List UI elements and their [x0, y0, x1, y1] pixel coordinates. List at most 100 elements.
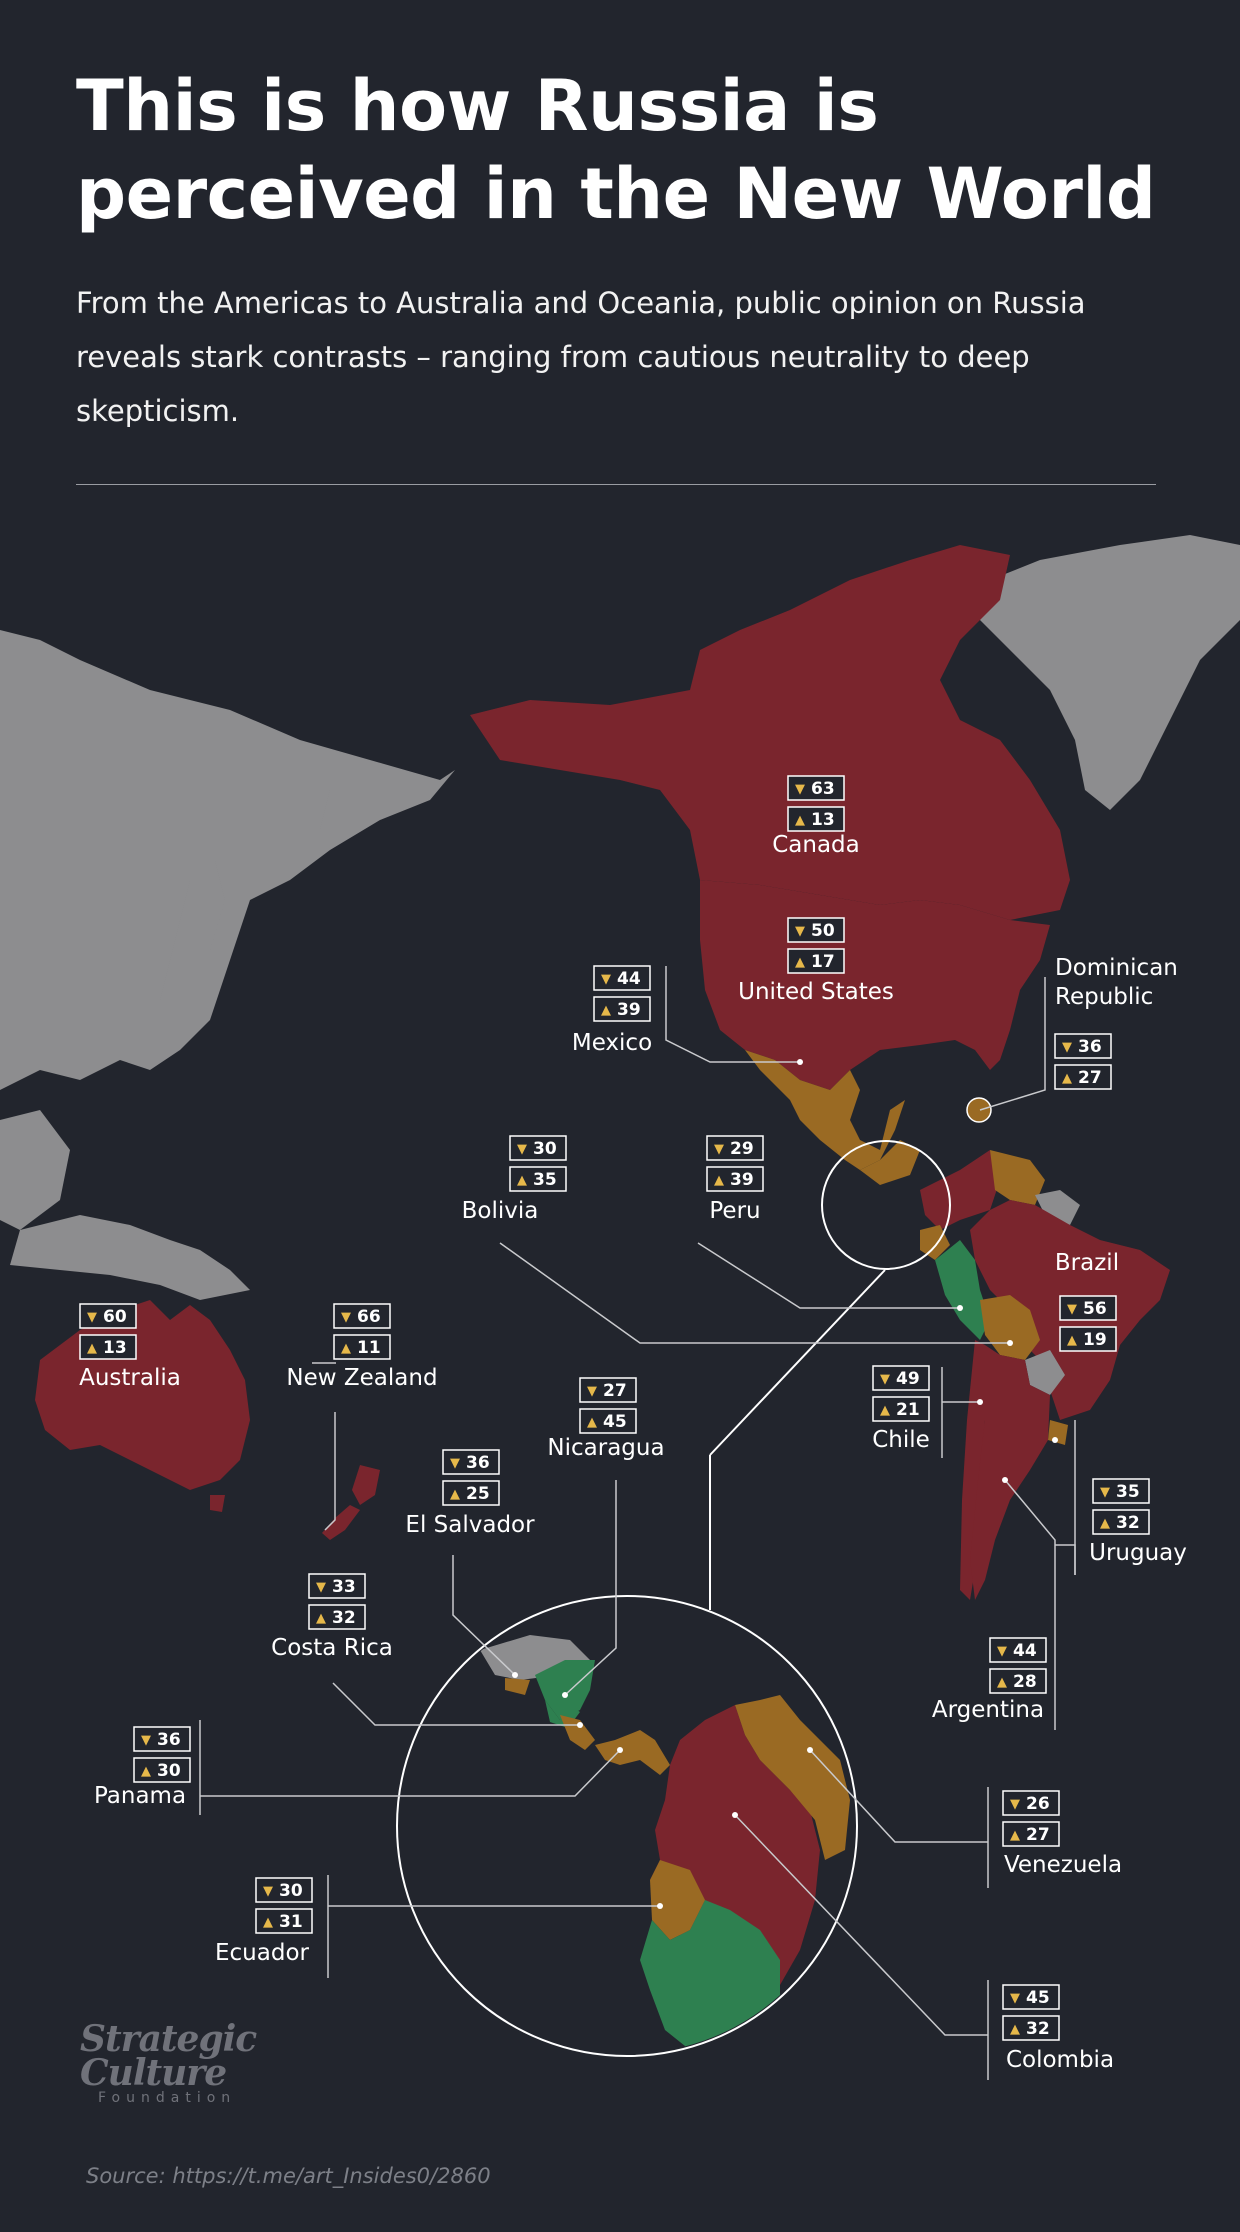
- logo-line-2: Culture: [80, 2052, 227, 2094]
- thumbs-up-icon: ▲: [1010, 2022, 1020, 2037]
- thumbs-down-icon: ▼: [341, 1310, 351, 1325]
- thumbs-up-icon: ▲: [1062, 1071, 1072, 1086]
- thumbs-down-icon: ▼: [1010, 1991, 1020, 2006]
- mexico-negative-value: 44: [617, 969, 641, 989]
- guianas-landmass-small: [1035, 1190, 1080, 1225]
- bolivia-negative-badge: ▼ 30: [509, 1135, 567, 1161]
- new-zealand-south-landmass: [322, 1505, 360, 1540]
- new-zealand-negative-value: 66: [357, 1307, 381, 1327]
- thumbs-up-icon: ▲: [795, 813, 805, 828]
- costa-rica-label: Costa Rica: [271, 1635, 393, 1661]
- subtitle: From the Americas to Australia and Ocean…: [76, 286, 1086, 428]
- chile-landmass: [960, 1340, 985, 1600]
- brazil-label: Brazil: [1055, 1250, 1119, 1276]
- nicaragua-label: Nicaragua: [547, 1435, 664, 1461]
- australia-negative-value: 60: [103, 1307, 127, 1327]
- country-callout-brazil: ▼ 56 ▲ 19 Brazil: [1055, 1250, 1119, 1352]
- ecuador-negative-badge: ▼ 30: [255, 1877, 313, 1903]
- thumbs-down-icon: ▼: [450, 1456, 460, 1471]
- canada-negative-value: 63: [811, 779, 835, 799]
- new-zealand-positive-badge: ▲ 11: [333, 1334, 391, 1360]
- thumbs-down-icon: ▼: [795, 924, 805, 939]
- mexico-landmass: [745, 1050, 905, 1170]
- canada-positive-value: 13: [811, 810, 835, 830]
- country-callout-new-zealand: ▼ 66 ▲ 11 New Zealand: [286, 1303, 438, 1391]
- paraguay-landmass-small: [1025, 1350, 1065, 1395]
- ecuador-negative-value: 30: [279, 1881, 303, 1901]
- el-salvador-negative-value: 36: [466, 1453, 490, 1473]
- indonesia-landmass: [10, 1215, 250, 1300]
- thumbs-up-icon: ▲: [87, 1341, 97, 1356]
- panama-negative-badge: ▼ 36: [133, 1726, 191, 1752]
- brazil-negative-badge: ▼ 56: [1059, 1295, 1117, 1321]
- kamchatka-landmass: [285, 765, 330, 860]
- australia-landmass: [35, 1300, 250, 1490]
- colombia-positive-badge: ▲ 32: [1002, 2015, 1060, 2041]
- logo-line-3: Foundation: [98, 2090, 237, 2106]
- costa-rica-positive-value: 32: [332, 1608, 356, 1628]
- country-callout-colombia: ▼ 45 ▲ 32 Colombia: [1002, 1984, 1114, 2073]
- nicaragua-positive-badge: ▲ 45: [579, 1408, 637, 1434]
- uruguay-label: Uruguay: [1089, 1540, 1187, 1566]
- united-states-positive-value: 17: [811, 952, 835, 972]
- thumbs-up-icon: ▲: [263, 1915, 273, 1930]
- thumbs-up-icon: ▲: [997, 1675, 1007, 1690]
- bolivia-label: Bolivia: [462, 1198, 539, 1224]
- country-callout-venezuela: ▼ 26 ▲ 27 Venezuela: [1002, 1790, 1122, 1878]
- thumbs-down-icon: ▼: [880, 1372, 890, 1387]
- australia-label: Australia: [79, 1365, 181, 1391]
- new-zealand-label: New Zealand: [286, 1365, 437, 1391]
- thumbs-up-icon: ▲: [1010, 1828, 1020, 1843]
- dominican-republic-negative-value: 36: [1078, 1037, 1102, 1057]
- peru-landmass-small: [935, 1240, 990, 1340]
- colombia-label: Colombia: [1006, 2047, 1114, 2073]
- bolivia-positive-badge: ▲ 35: [509, 1166, 567, 1192]
- title-line-1: This is how Russia is: [76, 65, 879, 147]
- panama-positive-badge: ▲ 30: [133, 1757, 191, 1783]
- thumbs-up-icon: ▲: [714, 1173, 724, 1188]
- new-zealand-positive-value: 11: [357, 1338, 381, 1358]
- venezuela-negative-badge: ▼ 26: [1002, 1790, 1060, 1816]
- colombia-negative-badge: ▼ 45: [1002, 1984, 1060, 2010]
- japan-landmass: [160, 860, 225, 1000]
- uruguay-positive-badge: ▲ 32: [1092, 1509, 1150, 1535]
- thumbs-down-icon: ▼: [1100, 1485, 1110, 1500]
- australia-positive-badge: ▲ 13: [79, 1334, 137, 1360]
- thumbs-down-icon: ▼: [316, 1580, 326, 1595]
- logo-line-1: Strategic: [80, 2018, 257, 2060]
- mexico-positive-badge: ▲ 39: [593, 996, 651, 1022]
- el-salvador-positive-value: 25: [466, 1484, 490, 1504]
- country-callout-united-states: ▼ 50 ▲ 17 United States: [738, 917, 894, 1005]
- country-callout-costa-rica: ▼ 33 ▲ 32 Costa Rica: [271, 1573, 393, 1661]
- thumbs-up-icon: ▲: [141, 1764, 151, 1779]
- country-callout-el-salvador: ▼ 36 ▲ 25 El Salvador: [405, 1449, 535, 1538]
- greenland-landmass: [980, 535, 1240, 810]
- thumbs-down-icon: ▼: [1062, 1040, 1072, 1055]
- canada-landmass: [470, 545, 1070, 920]
- southeast-asia-landmass: [0, 1110, 70, 1230]
- leader-lines: [199, 966, 1076, 2080]
- zoom-circle-dominican: [966, 1097, 992, 1123]
- argentina-negative-badge: ▼ 44: [989, 1637, 1047, 1663]
- country-callout-ecuador: ▼ 30 ▲ 31 Ecuador: [215, 1877, 313, 1966]
- landmasses: [0, 535, 1240, 1600]
- country-callout-mexico: ▼ 44 ▲ 39 Mexico: [572, 965, 652, 1056]
- zoom-circle-small: [821, 1140, 951, 1270]
- thumbs-down-icon: ▼: [997, 1644, 1007, 1659]
- inset-panama: [595, 1730, 670, 1775]
- thumbs-up-icon: ▲: [517, 1173, 527, 1188]
- thumbs-up-icon: ▲: [601, 1003, 611, 1018]
- canada-label: Canada: [772, 832, 860, 858]
- united-states-negative-badge: ▼ 50: [787, 917, 845, 943]
- title-line-2: perceived in the New World: [76, 153, 1156, 235]
- argentina-positive-value: 28: [1013, 1672, 1037, 1692]
- costa-rica-negative-badge: ▼ 33: [308, 1573, 366, 1599]
- uruguay-negative-badge: ▼ 35: [1092, 1478, 1150, 1504]
- venezuela-landmass-small: [990, 1150, 1045, 1205]
- thumbs-down-icon: ▼: [714, 1142, 724, 1157]
